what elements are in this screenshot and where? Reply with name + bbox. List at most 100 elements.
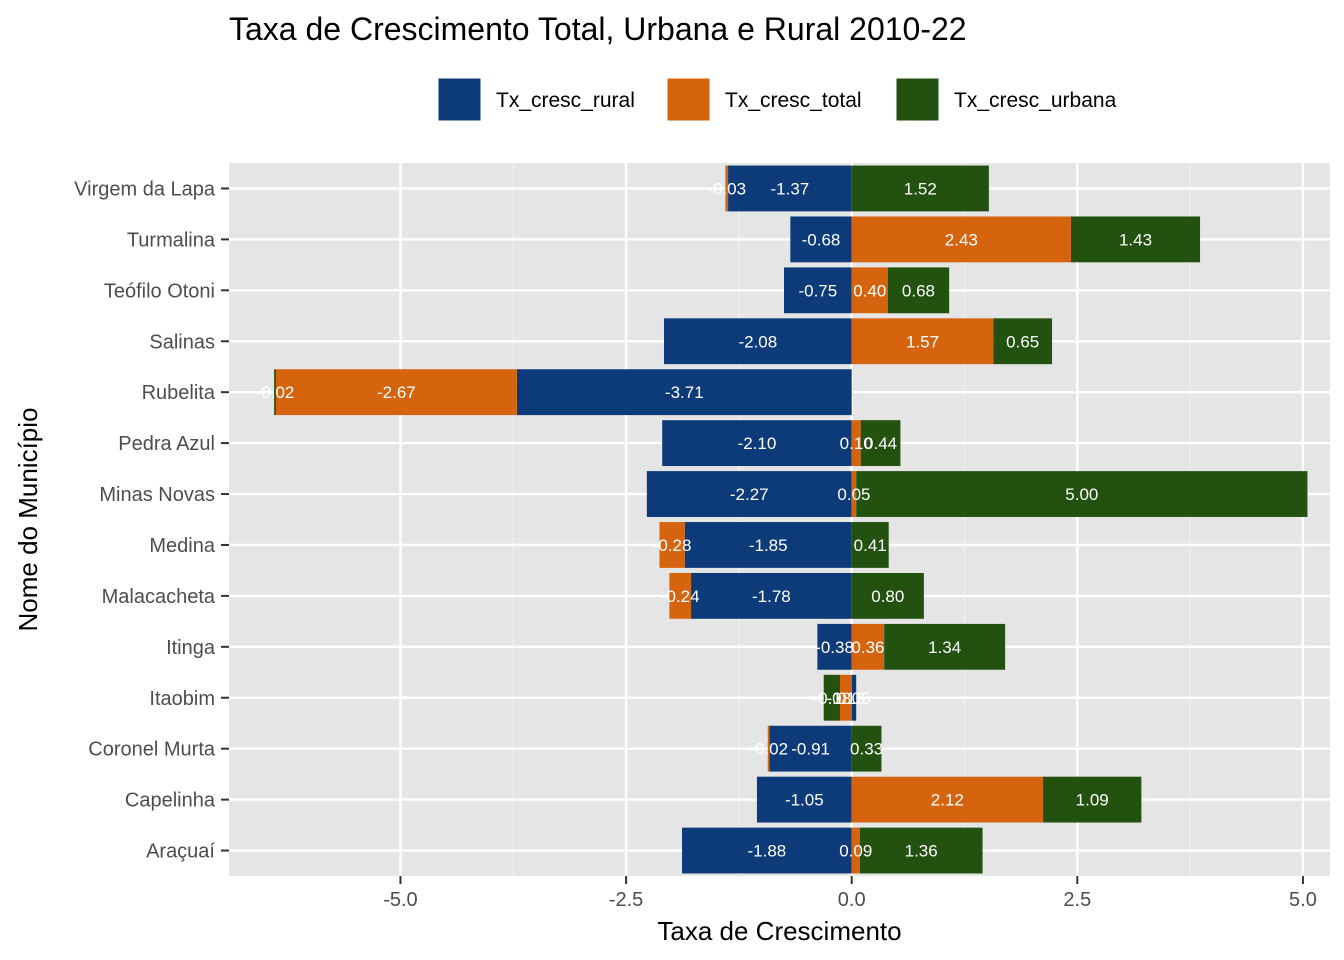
data-label-tx-cresc-rural-salinas: -2.08 bbox=[738, 332, 777, 351]
data-label-tx-cresc-total-medina: -0.28 bbox=[653, 536, 692, 555]
data-label-tx-cresc-total-malacacheta: -0.24 bbox=[661, 587, 700, 606]
bar-tx-cresc-urbana-itaobim bbox=[823, 674, 840, 721]
data-label-tx-cresc-urbana-itaobim: -0.18 bbox=[812, 689, 851, 708]
bar-tx-cresc-rural-minas-novas bbox=[646, 471, 852, 517]
legend-label-tx-cresc-total: Tx_cresc_total bbox=[725, 89, 862, 112]
data-label-tx-cresc-urbana-rubelita: -0.02 bbox=[256, 383, 295, 402]
bar-tx-cresc-urbana-capelinha bbox=[1043, 776, 1142, 823]
data-label-tx-cresc-total-virgem-da-lapa: -0.03 bbox=[707, 179, 746, 198]
bar-tx-cresc-rural-coronel-murta bbox=[769, 725, 852, 772]
data-label-tx-cresc-urbana-medina: 0.41 bbox=[854, 536, 887, 555]
bar-tx-cresc-urbana-teofilo-otoni bbox=[887, 267, 950, 314]
y-axis-title: Nome do Município bbox=[13, 408, 43, 632]
bar-tx-cresc-urbana-minas-novas bbox=[856, 471, 1308, 517]
data-label-tx-cresc-urbana-aracuai: 1.36 bbox=[905, 842, 938, 861]
bar-tx-cresc-rural-medina bbox=[684, 522, 852, 568]
data-label-tx-cresc-urbana-teofilo-otoni: 0.68 bbox=[902, 281, 935, 300]
x-tick-label: -2.5 bbox=[609, 889, 643, 911]
data-label-tx-cresc-total-itaobim: -0.13 bbox=[826, 689, 865, 708]
bar-tx-cresc-total-turmalina bbox=[851, 216, 1071, 263]
data-label-tx-cresc-urbana-minas-novas: 5.00 bbox=[1065, 485, 1098, 504]
data-label-tx-cresc-total-pedra-azul: 0.10 bbox=[840, 434, 873, 453]
bar-tx-cresc-total-itaobim bbox=[839, 674, 852, 721]
x-tick-label: 0.0 bbox=[838, 889, 866, 911]
bar-tx-cresc-total-aracuai bbox=[851, 827, 860, 874]
bar-tx-cresc-rural-itinga bbox=[817, 623, 852, 670]
y-tick-label-pedra-azul: Pedra Azul bbox=[118, 433, 215, 455]
bar-tx-cresc-total-coronel-murta bbox=[767, 725, 770, 772]
bar-tx-cresc-total-minas-novas bbox=[851, 471, 857, 517]
data-label-tx-cresc-rural-medina: -1.85 bbox=[749, 536, 788, 555]
data-label-tx-cresc-total-rubelita: -2.67 bbox=[377, 383, 416, 402]
y-tick-label-malacacheta: Malacacheta bbox=[102, 586, 216, 608]
y-tick-label-salinas: Salinas bbox=[149, 331, 215, 353]
data-label-tx-cresc-total-minas-novas: 0.05 bbox=[837, 485, 870, 504]
x-tick-label: 2.5 bbox=[1063, 889, 1091, 911]
y-axis: Virgem da Lapa Turmalina Teófilo Otoni Sali… bbox=[74, 178, 229, 863]
chart-title: Taxa de Crescimento Total, Urbana e Rura… bbox=[229, 11, 967, 47]
data-label-tx-cresc-total-coronel-murta: -0.02 bbox=[749, 740, 788, 759]
y-tick-label-turmalina: Turmalina bbox=[127, 229, 216, 251]
data-label-tx-cresc-urbana-pedra-azul: 0.44 bbox=[864, 434, 897, 453]
data-label-tx-cresc-rural-itaobim: 0.05 bbox=[837, 689, 870, 708]
legend-label-tx-cresc-rural: Tx_cresc_rural bbox=[496, 89, 635, 112]
data-label-tx-cresc-rural-itinga: -0.38 bbox=[815, 638, 854, 657]
legend-key-tx-cresc-rural bbox=[437, 77, 482, 122]
legend-key-tx-cresc-total bbox=[666, 77, 711, 122]
bar-tx-cresc-rural-turmalina bbox=[790, 216, 852, 263]
y-tick-label-medina: Medina bbox=[149, 535, 215, 557]
data-label-tx-cresc-rural-capelinha: -1.05 bbox=[785, 791, 824, 810]
data-label-tx-cresc-rural-coronel-murta: -0.91 bbox=[791, 740, 830, 759]
bar-tx-cresc-urbana-coronel-murta bbox=[851, 725, 882, 772]
y-tick-label-coronel-murta: Coronel Murta bbox=[88, 739, 216, 761]
data-label-tx-cresc-total-itinga: 0.36 bbox=[851, 638, 884, 657]
y-tick-label-rubelita: Rubelita bbox=[142, 382, 216, 404]
bar-tx-cresc-rural-rubelita bbox=[516, 369, 852, 416]
data-label-tx-cresc-total-teofilo-otoni: 0.40 bbox=[853, 281, 886, 300]
bar-tx-cresc-urbana-malacacheta bbox=[851, 572, 924, 619]
bar-tx-cresc-total-teofilo-otoni bbox=[851, 267, 888, 314]
x-tick-label: -5.0 bbox=[383, 889, 417, 911]
data-label-tx-cresc-urbana-virgem-da-lapa: 1.52 bbox=[904, 179, 937, 198]
x-tick-label: 5.0 bbox=[1289, 889, 1317, 911]
bar-tx-cresc-rural-itaobim bbox=[851, 674, 857, 721]
data-label-tx-cresc-urbana-capelinha: 1.09 bbox=[1076, 791, 1109, 810]
bar-tx-cresc-urbana-itinga bbox=[884, 623, 1006, 670]
data-label-tx-cresc-rural-pedra-azul: -2.10 bbox=[738, 434, 777, 453]
bar-tx-cresc-rural-pedra-azul bbox=[662, 420, 852, 467]
legend-key-tx-cresc-urbana bbox=[895, 77, 940, 122]
data-label-tx-cresc-urbana-coronel-murta: 0.33 bbox=[850, 740, 883, 759]
bar-tx-cresc-rural-capelinha bbox=[756, 776, 852, 823]
bar-tx-cresc-urbana-medina bbox=[851, 522, 889, 568]
y-tick-label-itinga: Itinga bbox=[166, 637, 216, 659]
legend: Tx_cresc_rural Tx_cresc_total Tx_cresc_urb… bbox=[437, 77, 1117, 122]
bar-tx-cresc-urbana-virgem-da-lapa bbox=[851, 165, 989, 212]
data-label-tx-cresc-total-aracuai: 0.09 bbox=[839, 842, 872, 861]
bar-tx-cresc-rural-malacacheta bbox=[691, 572, 852, 619]
data-label-tx-cresc-total-turmalina: 2.43 bbox=[945, 230, 978, 249]
data-label-tx-cresc-total-salinas: 1.57 bbox=[906, 332, 939, 351]
bar-tx-cresc-total-itinga bbox=[851, 623, 885, 670]
bar-tx-cresc-urbana-rubelita bbox=[274, 369, 276, 416]
bar-tx-cresc-total-virgem-da-lapa bbox=[725, 165, 729, 212]
y-tick-label-itaobim: Itaobim bbox=[149, 688, 215, 710]
bar-tx-cresc-urbana-pedra-azul bbox=[860, 420, 901, 467]
bar-tx-cresc-total-rubelita bbox=[275, 369, 517, 416]
x-axis: -5.0 -2.5 0.0 2.5 5.0 bbox=[383, 876, 1317, 911]
bar-tx-cresc-rural-salinas bbox=[663, 318, 852, 365]
bars bbox=[274, 165, 1308, 874]
bar-tx-cresc-rural-teofilo-otoni bbox=[784, 267, 852, 314]
data-labels: -1.37 -0.03 1.52 -0.68 2.43 1.43 -0.75 0.40 0.68… bbox=[256, 179, 1152, 860]
bar-tx-cresc-urbana-turmalina bbox=[1070, 216, 1201, 263]
x-axis-title: Taxa de Crescimento bbox=[657, 916, 901, 946]
data-label-tx-cresc-rural-rubelita: -3.71 bbox=[665, 383, 704, 402]
data-label-tx-cresc-rural-minas-novas: -2.27 bbox=[730, 485, 769, 504]
y-tick-label-aracuai: Araçuaí bbox=[146, 841, 215, 863]
data-label-tx-cresc-rural-turmalina: -0.68 bbox=[802, 230, 841, 249]
y-tick-label-teofilo-otoni: Teófilo Otoni bbox=[104, 280, 215, 302]
y-tick-label-minas-novas: Minas Novas bbox=[99, 484, 215, 506]
bar-tx-cresc-total-medina bbox=[659, 522, 685, 568]
data-label-tx-cresc-urbana-malacacheta: 0.80 bbox=[871, 587, 904, 606]
y-tick-label-virgem-da-lapa: Virgem da Lapa bbox=[74, 178, 216, 200]
